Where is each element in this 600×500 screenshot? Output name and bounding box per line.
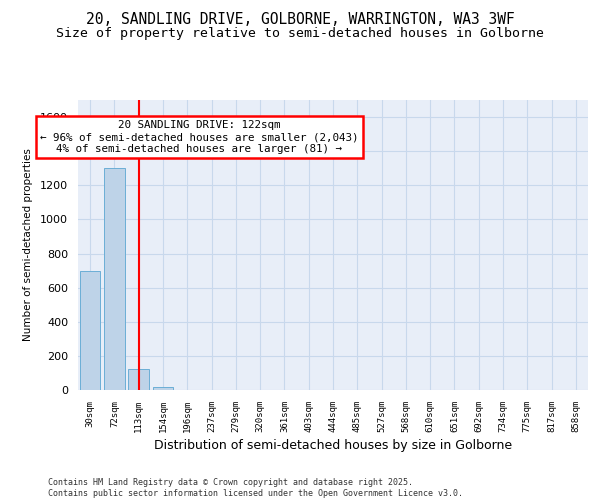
Text: Contains HM Land Registry data © Crown copyright and database right 2025.
Contai: Contains HM Land Registry data © Crown c… xyxy=(48,478,463,498)
Bar xyxy=(80,270,100,390)
X-axis label: Distribution of semi-detached houses by size in Golborne: Distribution of semi-detached houses by … xyxy=(154,439,512,452)
Text: Size of property relative to semi-detached houses in Golborne: Size of property relative to semi-detach… xyxy=(56,28,544,40)
Bar xyxy=(104,168,125,390)
Bar xyxy=(152,388,173,390)
Bar xyxy=(128,368,149,390)
Text: 20, SANDLING DRIVE, GOLBORNE, WARRINGTON, WA3 3WF: 20, SANDLING DRIVE, GOLBORNE, WARRINGTON… xyxy=(86,12,514,28)
Y-axis label: Number of semi-detached properties: Number of semi-detached properties xyxy=(23,148,33,342)
Text: 20 SANDLING DRIVE: 122sqm
← 96% of semi-detached houses are smaller (2,043)
4% o: 20 SANDLING DRIVE: 122sqm ← 96% of semi-… xyxy=(40,120,359,154)
